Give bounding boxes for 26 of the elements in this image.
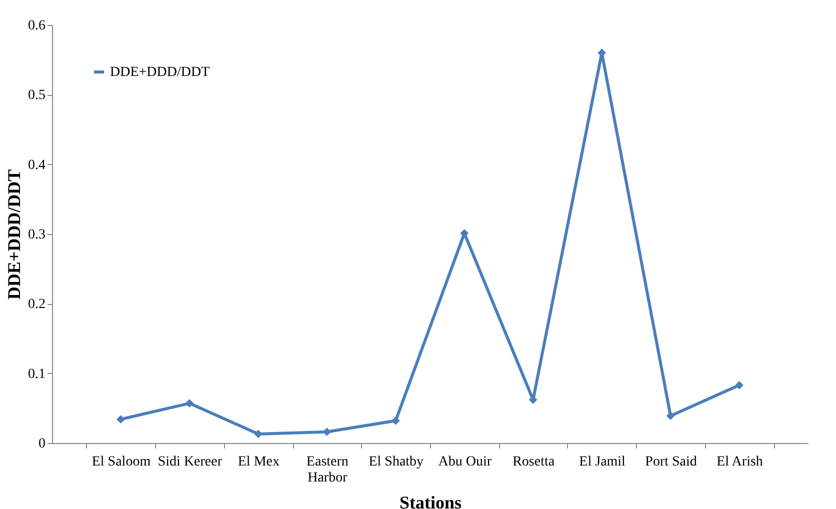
x-tick-label: Port Said: [645, 454, 697, 470]
point: [735, 380, 744, 390]
y-tick-label: 0.1: [28, 366, 46, 382]
legend-label: DDE+DDD/DDT: [110, 65, 210, 80]
point: [391, 416, 400, 425]
y-tick-label: 0.4: [28, 158, 46, 173]
y-tick-label: 0: [38, 436, 46, 452]
point: [116, 415, 125, 424]
x-tick-label: Eastern Harbor: [306, 454, 348, 486]
y-tick-label: 0.6: [28, 18, 46, 34]
x-tick-label: El Saloom: [92, 454, 151, 470]
y-tick-label: 0.2: [28, 297, 46, 312]
x-axis-title: Stations: [399, 492, 462, 509]
x-tick-label: Rosetta: [512, 454, 556, 470]
x-tick-label: Sidi Kereer: [158, 454, 222, 470]
point: [185, 399, 194, 408]
x-tick-label: El Shatby: [368, 454, 424, 470]
point: [254, 430, 262, 438]
y-tick-label: 0.3: [28, 228, 46, 242]
x-tick-label: El Arish: [716, 454, 763, 470]
x-tick-label: Abu Ouir: [438, 454, 492, 470]
point: [666, 412, 675, 420]
x-tick-label: El Jamil: [579, 454, 626, 470]
x-tick-label: El Mex: [238, 454, 280, 470]
y-axis-title: DDE+DDD/DDT: [4, 169, 24, 300]
y-tick-label: 0.5: [28, 88, 46, 104]
